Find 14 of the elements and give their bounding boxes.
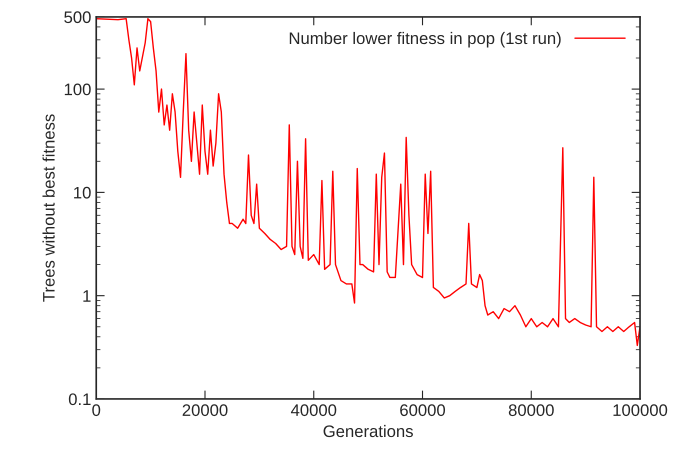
- y-tick-label: 10: [74, 186, 91, 199]
- x-tick-label: 80000: [508, 404, 554, 416]
- y-tick-label: 0.1: [68, 393, 91, 406]
- x-tick-label: 20000: [182, 404, 228, 416]
- x-tick-label: 60000: [400, 404, 446, 416]
- y-tick-label: 500: [64, 11, 91, 24]
- x-tick-label: 0: [92, 404, 100, 416]
- y-tick-label: 1: [83, 290, 91, 302]
- y-axis-title: Trees without best fitness: [42, 114, 55, 302]
- y-tick-label: 100: [64, 84, 91, 96]
- x-tick-label: 100000: [613, 404, 668, 416]
- x-tick-label: 40000: [290, 404, 336, 416]
- legend-label: Number lower fitness in pop (1st run): [290, 32, 561, 48]
- x-axis-title: Generations: [324, 424, 413, 438]
